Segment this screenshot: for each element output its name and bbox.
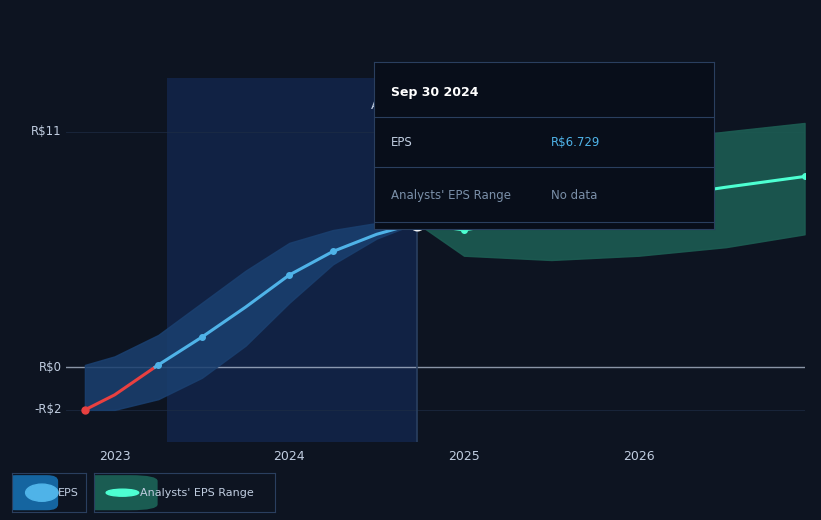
Text: Analysts' EPS Range: Analysts' EPS Range [140,488,254,498]
Bar [167,78,417,442]
Circle shape [106,489,139,496]
Text: No data: No data [551,189,597,202]
Text: -R$2: -R$2 [34,404,62,417]
Text: R$6.729: R$6.729 [551,136,600,149]
Circle shape [25,484,58,501]
Text: Analysts Forecasts: Analysts Forecasts [424,99,540,112]
Text: R$0: R$0 [39,360,62,373]
FancyBboxPatch shape [71,475,158,510]
Text: Actual: Actual [370,99,410,112]
Text: R$11: R$11 [31,125,62,138]
Text: EPS: EPS [58,488,79,498]
Text: EPS: EPS [391,136,412,149]
Text: Sep 30 2024: Sep 30 2024 [391,86,478,99]
FancyBboxPatch shape [5,475,58,510]
Text: Analysts' EPS Range: Analysts' EPS Range [391,189,511,202]
